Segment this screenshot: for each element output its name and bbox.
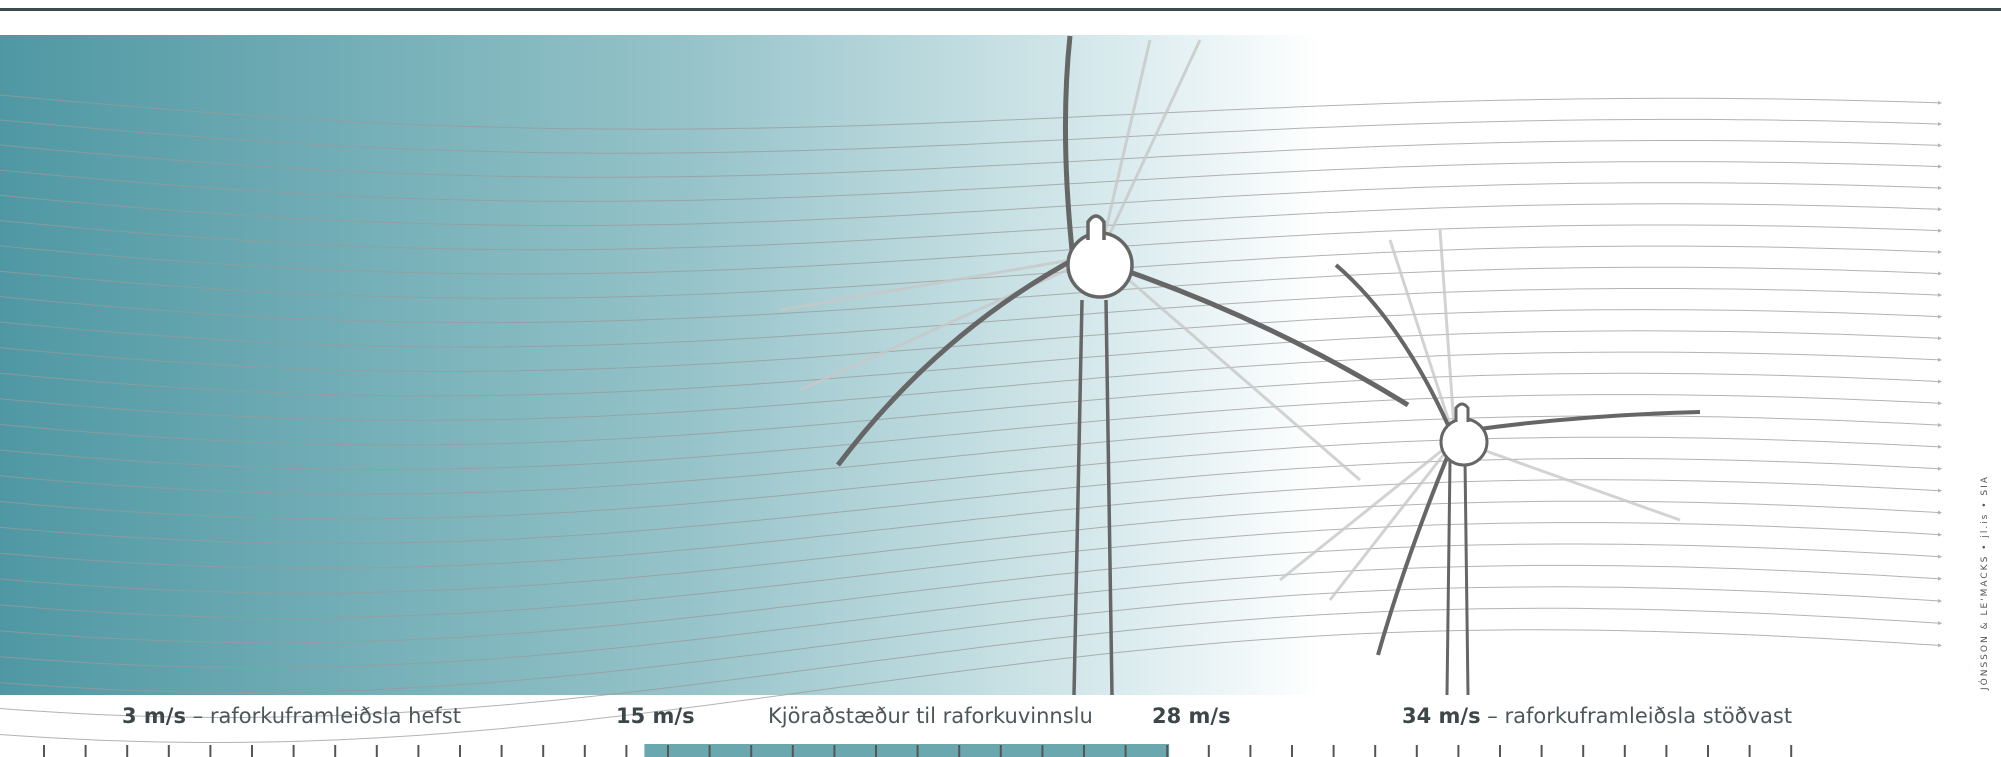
streamline	[0, 522, 1942, 619]
streamline	[0, 436, 1942, 520]
stop-text: – raforkuframleiðsla stöðvast	[1480, 704, 1793, 728]
streamline	[0, 500, 1942, 594]
streamline	[0, 161, 1942, 202]
label-stop: 34 m/s – raforkuframleiðsla stöðvast	[1402, 704, 1792, 728]
streamline	[0, 586, 1942, 693]
streamline	[0, 543, 1942, 644]
stop-speed: 34 m/s	[1402, 704, 1481, 728]
start-text: – raforkuframleiðsla hefst	[185, 704, 461, 728]
streamline	[0, 94, 1942, 130]
streamline	[0, 288, 1942, 348]
credit-text: JÓNSSON & LE'MACKS • jl.is • SIA	[1980, 475, 1990, 690]
optimal-end-speed: 28 m/s	[1152, 704, 1231, 728]
streamline	[0, 203, 1942, 251]
streamline	[0, 394, 1942, 471]
optimal-range-band	[644, 744, 1170, 757]
large-wind-turbine	[836, 35, 1410, 696]
streamline	[0, 182, 1942, 226]
streamline	[0, 118, 1942, 154]
label-optimal-range: Kjöraðstæður til raforkuvinnslu	[768, 704, 1093, 728]
streamline	[0, 564, 1942, 669]
streamline	[0, 140, 1942, 178]
label-start: 3 m/s – raforkuframleiðsla hefst	[122, 704, 461, 728]
ghost-blades	[779, 39, 1681, 601]
label-optimal-end: 28 m/s	[1152, 704, 1231, 728]
wind-streamlines	[0, 94, 1942, 743]
streamline	[0, 224, 1942, 275]
streamline	[0, 266, 1942, 324]
streamline	[0, 351, 1942, 421]
streamline	[0, 330, 1942, 397]
optimal-start-speed: 15 m/s	[616, 704, 695, 728]
label-optimal-start: 15 m/s	[616, 704, 695, 728]
wind-speed-scale	[43, 744, 1793, 757]
streamline	[0, 607, 1942, 718]
streamline	[0, 629, 1942, 743]
small-wind-turbine	[1334, 263, 1701, 696]
streamline	[0, 309, 1942, 372]
top-rule	[0, 8, 2001, 11]
start-speed: 3 m/s	[122, 704, 186, 728]
streamline	[0, 458, 1942, 545]
streamline	[0, 479, 1942, 569]
streamline	[0, 372, 1942, 446]
